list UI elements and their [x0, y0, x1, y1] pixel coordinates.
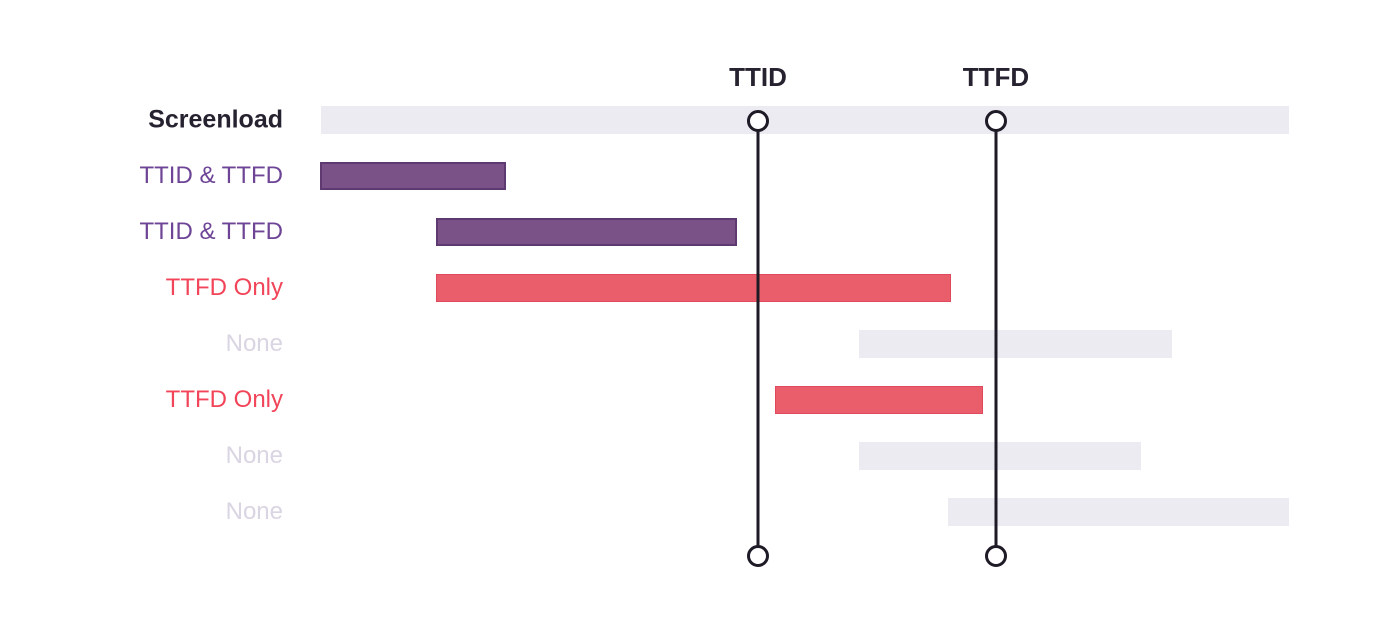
row-label: TTID & TTFD: [139, 218, 283, 245]
span-bar: [859, 330, 1172, 358]
marker-title: TTFD: [962, 62, 1030, 92]
marker-endpoint-circle: [985, 110, 1007, 132]
marker-endpoint-circle: [747, 545, 769, 567]
span-bar: [775, 386, 983, 414]
marker-endpoint-circle: [985, 545, 1007, 567]
row-label: None: [225, 498, 283, 525]
row-label: None: [225, 330, 283, 357]
span-bar: [320, 162, 506, 190]
marker-line: [756, 121, 760, 556]
marker-title: TTID: [729, 62, 787, 92]
span-bar: [436, 218, 737, 246]
span-bar: [859, 442, 1141, 470]
marker-line: [994, 121, 998, 556]
row-label: None: [225, 442, 283, 469]
row-label: Screenload: [148, 105, 283, 134]
span-bar: [948, 498, 1289, 526]
span-bar: [321, 106, 1289, 134]
marker-endpoint-circle: [747, 110, 769, 132]
row-label: TTFD Only: [165, 386, 283, 413]
row-label: TTFD Only: [165, 274, 283, 301]
row-label: TTID & TTFD: [139, 162, 283, 189]
span-bar: [436, 274, 951, 302]
